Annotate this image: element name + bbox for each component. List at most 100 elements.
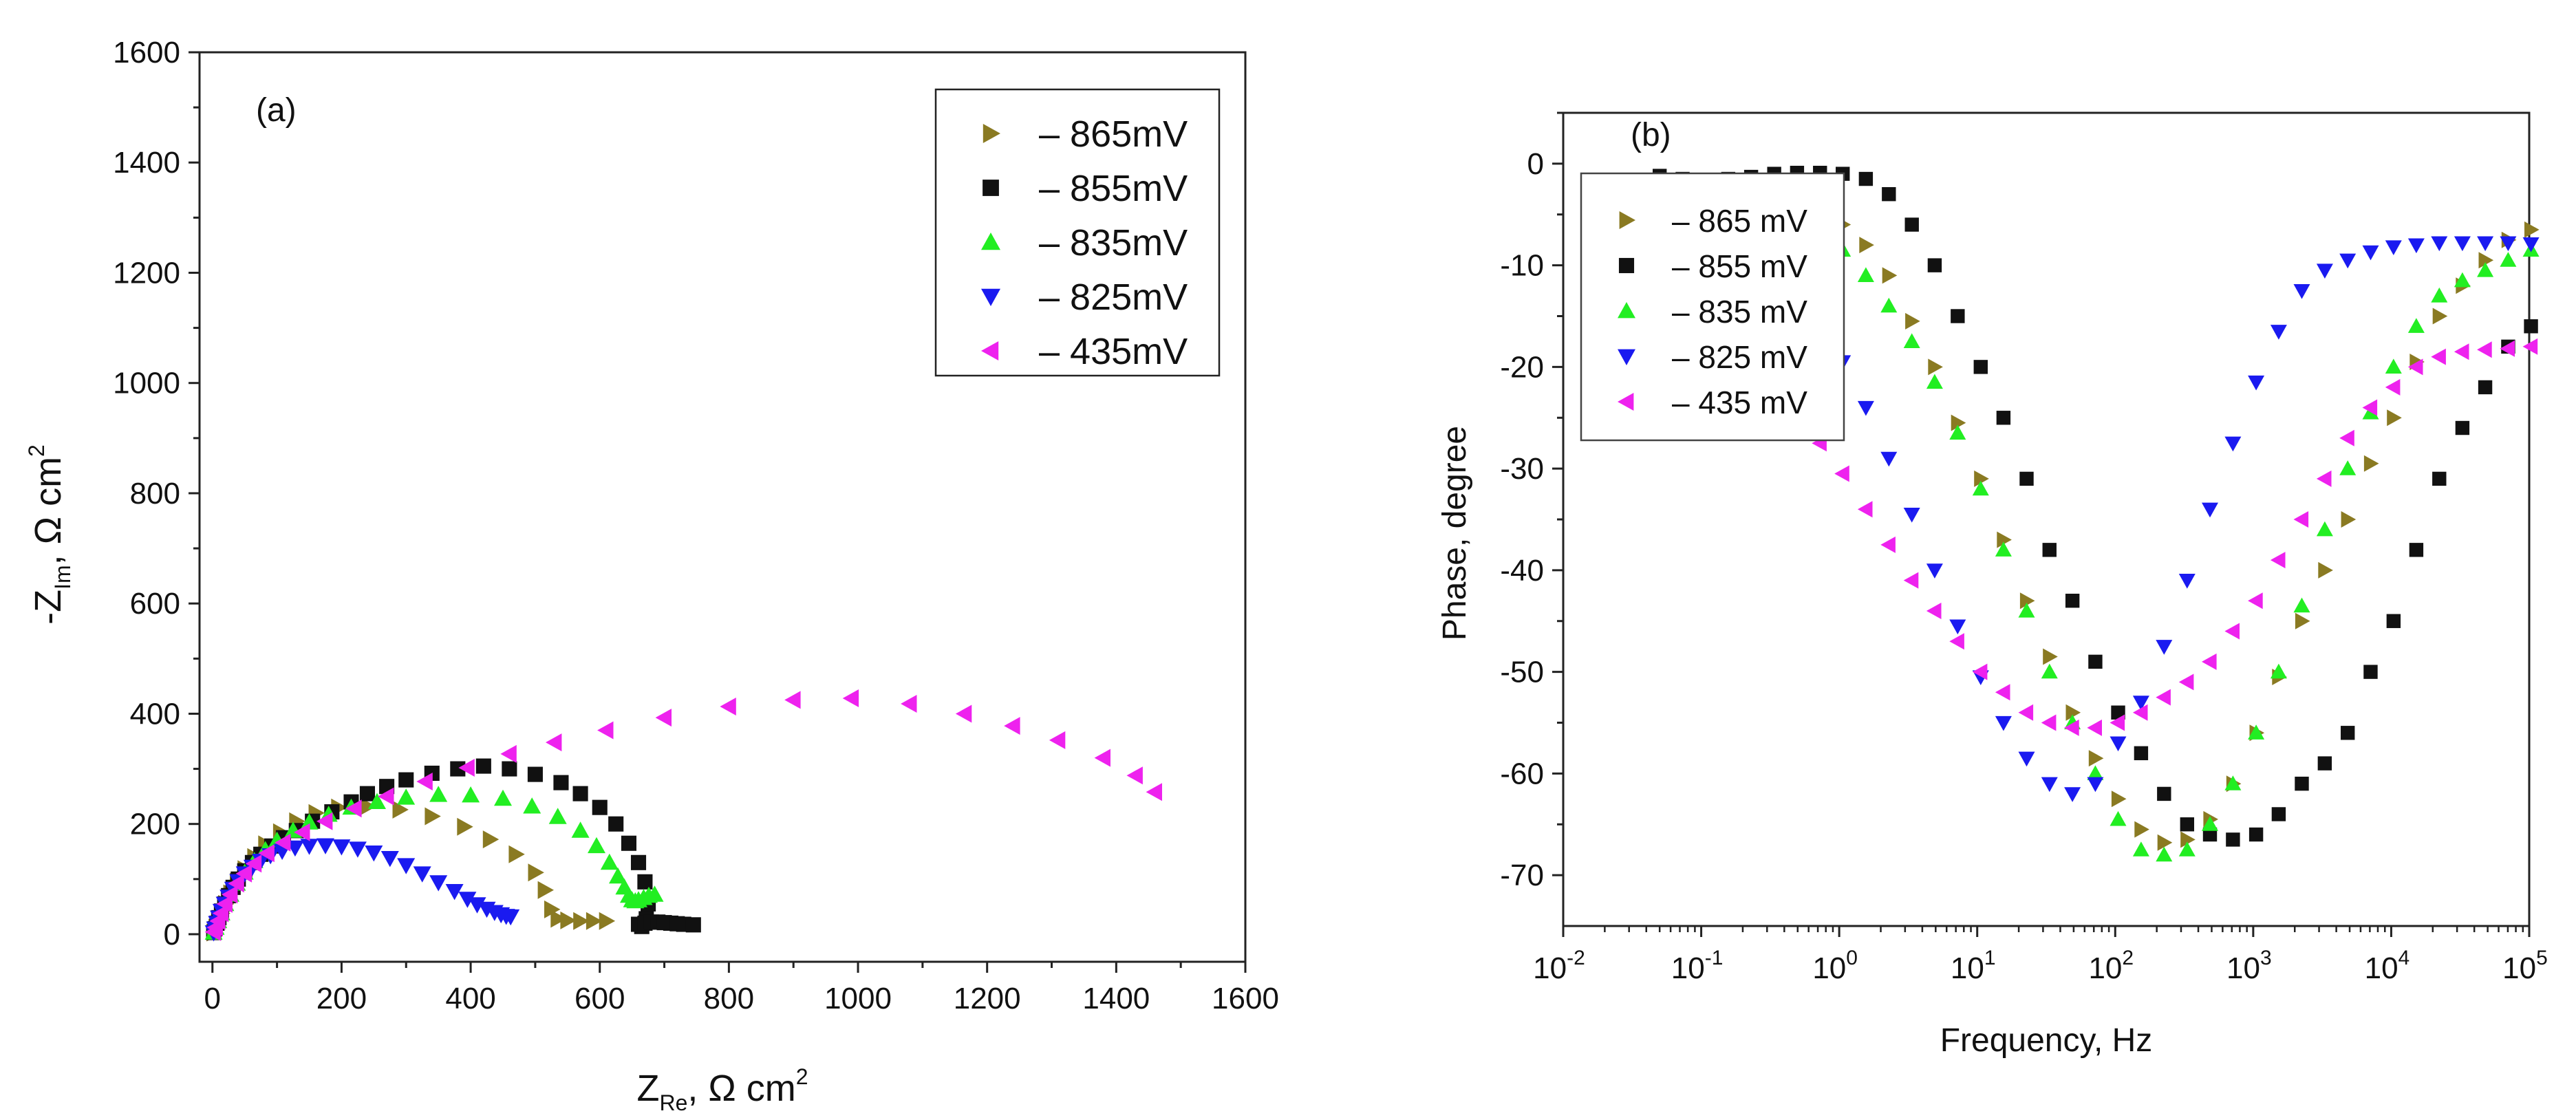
y-tick-label-b: -70 bbox=[1500, 859, 1544, 892]
data-point bbox=[2248, 724, 2265, 740]
legend-label: – 835mV bbox=[1039, 222, 1188, 263]
data-point bbox=[1972, 663, 1988, 680]
data-point bbox=[332, 839, 351, 856]
y-tick-label-b: -30 bbox=[1500, 452, 1544, 486]
data-point bbox=[2202, 502, 2218, 518]
data-point bbox=[546, 733, 562, 752]
x-tick-label-a: 400 bbox=[445, 982, 495, 1015]
data-point bbox=[502, 761, 517, 777]
x-tick-label-b-exp: 1 bbox=[1984, 947, 1996, 969]
data-point bbox=[2385, 240, 2402, 255]
data-point bbox=[2088, 750, 2104, 767]
data-point bbox=[2248, 827, 2264, 842]
data-point bbox=[2432, 471, 2447, 486]
data-point bbox=[2041, 663, 2058, 679]
data-point bbox=[2157, 834, 2173, 851]
data-point bbox=[398, 772, 414, 788]
legend-marker bbox=[1618, 257, 1635, 274]
y-tick-label-a: 1200 bbox=[113, 256, 180, 290]
data-point bbox=[397, 788, 416, 805]
legend-marker bbox=[981, 233, 1000, 250]
data-point bbox=[2478, 252, 2494, 269]
data-point bbox=[378, 787, 394, 806]
x-tick-label-b-exp: 3 bbox=[2260, 947, 2272, 969]
data-point bbox=[2065, 704, 2081, 721]
data-point bbox=[2270, 325, 2287, 340]
y-axis-label-a-sub: Im bbox=[50, 565, 75, 590]
data-point bbox=[1834, 465, 1849, 482]
x-tick-label-b-exp: -1 bbox=[1705, 947, 1724, 969]
data-point bbox=[842, 689, 859, 707]
data-point bbox=[630, 854, 647, 870]
data-point bbox=[1951, 309, 1965, 323]
x-axis-label-a-sub: Re bbox=[659, 1090, 687, 1115]
data-point bbox=[429, 875, 448, 892]
data-point bbox=[2088, 654, 2103, 669]
data-point bbox=[655, 709, 672, 727]
legend-marker bbox=[1618, 349, 1635, 365]
data-point bbox=[1859, 237, 1874, 254]
data-point bbox=[458, 892, 477, 908]
data-point bbox=[345, 799, 362, 818]
data-point bbox=[413, 866, 431, 883]
data-point bbox=[1927, 258, 1942, 272]
y-tick-label-a: 200 bbox=[130, 808, 180, 841]
data-point bbox=[1949, 424, 1966, 440]
data-point bbox=[2087, 765, 2104, 780]
data-point bbox=[2157, 786, 2171, 801]
data-point bbox=[592, 799, 608, 815]
y-axis-label-b: Phase, degree bbox=[1437, 426, 1473, 640]
data-point bbox=[2363, 665, 2378, 679]
data-point bbox=[425, 807, 441, 826]
x-tick-label-b-base: 10 bbox=[1671, 951, 1705, 985]
data-point bbox=[2202, 816, 2218, 831]
data-point bbox=[2042, 543, 2057, 557]
data-point bbox=[2316, 263, 2333, 279]
legend-label: – 825mV bbox=[1039, 277, 1188, 318]
x-tick-label-a: 600 bbox=[575, 982, 625, 1015]
x-tick-label-b-exp: 5 bbox=[2536, 947, 2548, 969]
data-point bbox=[2500, 252, 2517, 267]
data-point bbox=[2407, 358, 2423, 376]
data-point bbox=[2202, 827, 2218, 842]
data-point bbox=[523, 797, 541, 814]
data-point bbox=[571, 821, 590, 838]
data-point bbox=[2064, 787, 2081, 802]
data-point bbox=[2226, 832, 2240, 847]
data-point bbox=[2524, 221, 2540, 238]
data-point bbox=[955, 704, 972, 723]
data-point bbox=[2500, 340, 2515, 357]
y-tick-label-a: 1600 bbox=[113, 36, 180, 69]
data-point bbox=[502, 909, 520, 926]
data-point bbox=[445, 884, 464, 901]
y-tick-label-b: -20 bbox=[1500, 350, 1544, 384]
x-tick-label-b: 10-2 bbox=[1533, 947, 1585, 985]
data-point bbox=[365, 846, 383, 862]
data-point bbox=[2224, 436, 2242, 452]
chart-panel-b: 10-2 10-1 100 101 102 103 104 105-70-60-50-40-3… bbox=[1437, 111, 2548, 1059]
data-point bbox=[2477, 262, 2494, 277]
data-point bbox=[2362, 399, 2378, 416]
x-tick-label-a: 1600 bbox=[1212, 982, 1279, 1015]
data-point bbox=[2180, 831, 2196, 848]
data-point bbox=[1880, 536, 1896, 553]
x-tick-label-b: 104 bbox=[2365, 947, 2410, 985]
legend-marker bbox=[981, 288, 1000, 306]
data-point bbox=[1882, 187, 1896, 202]
data-point bbox=[2454, 343, 2469, 360]
data-point bbox=[2019, 471, 2034, 486]
data-point bbox=[2431, 287, 2448, 303]
y-tick-label-b: -40 bbox=[1500, 554, 1544, 588]
data-point bbox=[586, 912, 603, 930]
legend-label: – 855 mV bbox=[1672, 248, 1807, 284]
data-point bbox=[599, 912, 616, 930]
data-point bbox=[1857, 501, 1873, 518]
series-b-4 bbox=[1651, 252, 2538, 736]
x-tick-label-b-exp: -2 bbox=[1567, 947, 1585, 969]
data-point bbox=[608, 816, 624, 832]
x-tick-label-a: 1200 bbox=[954, 982, 1021, 1015]
data-point bbox=[2134, 821, 2149, 838]
data-point bbox=[2407, 238, 2425, 254]
data-point bbox=[2477, 341, 2492, 358]
data-point bbox=[1974, 470, 1989, 487]
